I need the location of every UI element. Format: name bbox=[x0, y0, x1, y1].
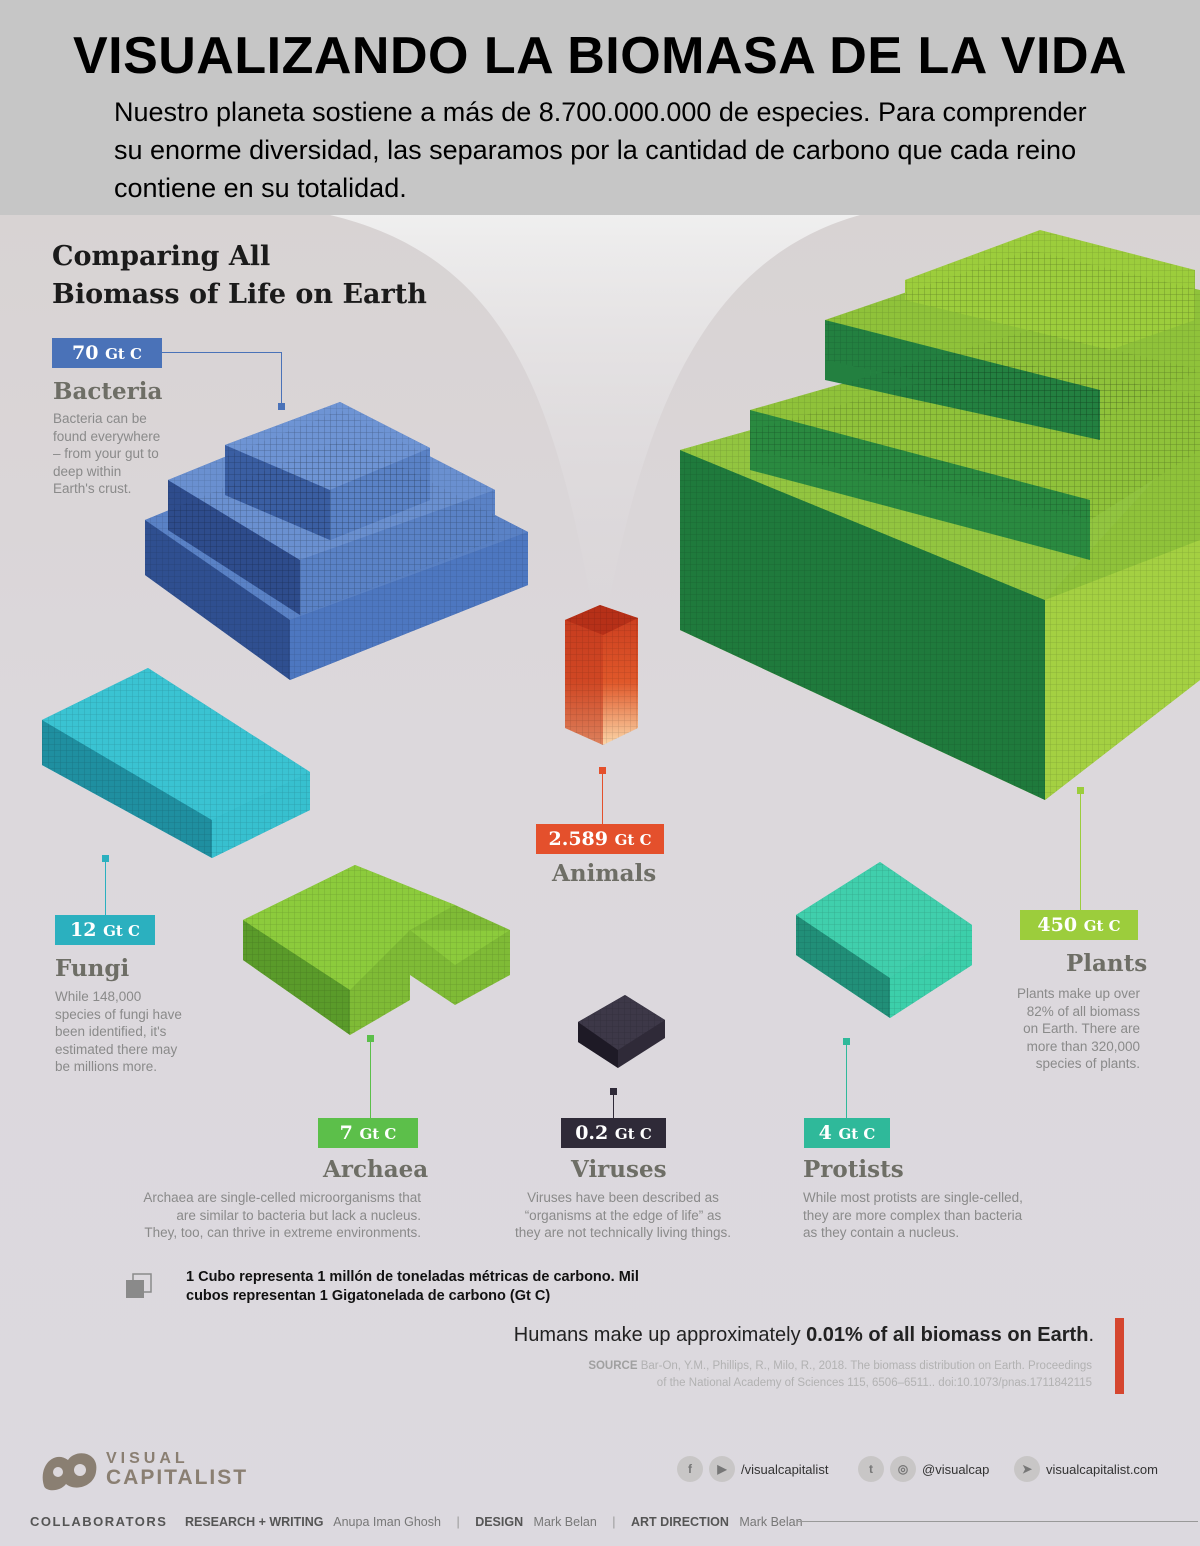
viruses-dot bbox=[610, 1088, 617, 1095]
legend-cube-icon bbox=[126, 1273, 152, 1298]
collaborators-line: COLLABORATORS RESEARCH + WRITING Anupa I… bbox=[30, 1514, 803, 1529]
archaea-name: Archaea bbox=[323, 1156, 429, 1183]
archaea-badge: 7 Gt C bbox=[318, 1118, 418, 1148]
cursor-icon[interactable]: ➤ bbox=[1014, 1456, 1040, 1482]
legend-text: 1 Cubo representa 1 millón de toneladas … bbox=[186, 1269, 639, 1304]
protists-badge: 4 Gt C bbox=[804, 1118, 890, 1148]
viruses-name: Viruses bbox=[571, 1156, 667, 1183]
section-title: Comparing All Biomass of Life on Earth bbox=[52, 241, 427, 310]
humans-statement: Humans make up approximately 0.01% of al… bbox=[513, 1324, 1094, 1346]
subtitle: Nuestro planeta sostiene a más de 8.700.… bbox=[114, 97, 1087, 203]
bacteria-desc: Bacteria can be found everywhere – from yo… bbox=[53, 411, 161, 496]
viruses-desc: Viruses have been described as “organisms… bbox=[514, 1190, 732, 1240]
plants-desc: Plants make up over 82% of all biomass on … bbox=[1016, 986, 1140, 1071]
bacteria-cubes bbox=[145, 402, 528, 680]
footer-divider bbox=[798, 1521, 1198, 1522]
youtube-icon[interactable]: ▶ bbox=[709, 1456, 735, 1482]
bacteria-leader bbox=[162, 352, 282, 353]
animals-cubes bbox=[565, 605, 638, 745]
plants-name: Plants bbox=[1066, 950, 1148, 977]
social-twitter-instagram[interactable]: t ◎ @visualcap bbox=[858, 1455, 989, 1483]
humans-red-bar bbox=[1115, 1318, 1124, 1394]
archaea-cubes bbox=[243, 865, 510, 1035]
archaea-desc: Archaea are single-celled microorganisms… bbox=[143, 1190, 421, 1240]
bacteria-leader-v bbox=[281, 352, 282, 406]
main-title: VISUALIZANDO LA BIOMASA DE LA VIDA bbox=[72, 27, 1128, 85]
protists-name: Protists bbox=[803, 1156, 904, 1183]
header-banner: VISUALIZANDO LA BIOMASA DE LA VIDA Nuest… bbox=[0, 0, 1200, 215]
fungi-cubes bbox=[42, 668, 310, 858]
twitter-icon[interactable]: t bbox=[858, 1456, 884, 1482]
bacteria-dot bbox=[278, 403, 285, 410]
bacteria-name: Bacteria bbox=[53, 378, 163, 405]
archaea-leader bbox=[370, 1040, 371, 1118]
animals-dot bbox=[599, 767, 606, 774]
fungi-badge: 12 Gt C bbox=[55, 915, 155, 945]
fungi-leader bbox=[105, 860, 106, 915]
animals-leader bbox=[602, 772, 603, 824]
viruses-badge: 0.2 Gt C bbox=[561, 1118, 666, 1148]
source-note: SOURCE Bar-On, Y.M., Phillips, R., Milo,… bbox=[588, 1360, 1092, 1389]
protists-desc: While most protists are single-celled, th… bbox=[803, 1190, 1023, 1240]
bacteria-badge: 70 Gt C bbox=[52, 338, 162, 368]
social-website[interactable]: ➤ visualcapitalist.com bbox=[1014, 1455, 1158, 1483]
social-facebook-youtube[interactable]: f ▶ /visualcapitalist bbox=[677, 1455, 828, 1483]
protists-cubes bbox=[796, 862, 972, 1018]
archaea-dot bbox=[367, 1035, 374, 1042]
fungi-desc: While 148,000 species of fungi have been i… bbox=[55, 989, 182, 1074]
animals-badge: 2.589 Gt C bbox=[536, 824, 664, 854]
biomass-illustration bbox=[42, 215, 1200, 1298]
fungi-name: Fungi bbox=[55, 955, 130, 982]
instagram-icon[interactable]: ◎ bbox=[890, 1456, 916, 1482]
plants-leader bbox=[1080, 792, 1081, 910]
protists-dot bbox=[843, 1038, 850, 1045]
plants-badge: 450 Gt C bbox=[1020, 910, 1138, 940]
viruses-cubes bbox=[578, 995, 665, 1068]
fungi-dot bbox=[102, 855, 109, 862]
facebook-icon[interactable]: f bbox=[677, 1456, 703, 1482]
plants-dot bbox=[1077, 787, 1084, 794]
protists-leader bbox=[846, 1043, 847, 1118]
viruses-leader bbox=[613, 1093, 614, 1118]
plants-cubes bbox=[680, 230, 1200, 800]
animals-name: Animals bbox=[552, 860, 657, 887]
logo-icon bbox=[42, 1453, 97, 1491]
